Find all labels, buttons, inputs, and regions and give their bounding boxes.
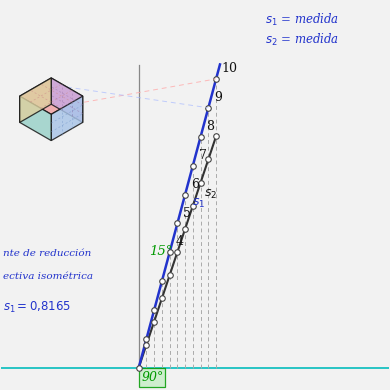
Polygon shape: [20, 96, 51, 140]
Text: $s_2$ = medida: $s_2$ = medida: [265, 32, 339, 48]
Polygon shape: [51, 78, 83, 122]
Polygon shape: [51, 96, 83, 140]
Text: 8: 8: [206, 120, 214, 133]
Text: 9: 9: [214, 91, 222, 104]
Text: 90°: 90°: [141, 371, 163, 384]
Text: $s_2$: $s_2$: [204, 188, 218, 202]
Text: 6: 6: [191, 177, 199, 191]
Text: 7: 7: [199, 149, 207, 162]
Text: ectiva isométrica: ectiva isométrica: [3, 272, 93, 281]
Text: 5: 5: [183, 207, 191, 220]
Text: 10: 10: [222, 62, 238, 75]
Polygon shape: [20, 78, 83, 114]
Text: nte de reducción: nte de reducción: [3, 249, 91, 258]
Text: $s_1$ = medida: $s_1$ = medida: [265, 12, 339, 28]
Text: 4: 4: [176, 236, 183, 248]
Polygon shape: [20, 78, 51, 122]
Text: $s_1 = 0{,}8165$: $s_1 = 0{,}8165$: [3, 300, 71, 315]
Text: 15°: 15°: [149, 245, 173, 258]
Text: $s_1$: $s_1$: [192, 197, 206, 209]
Bar: [140, 368, 165, 387]
